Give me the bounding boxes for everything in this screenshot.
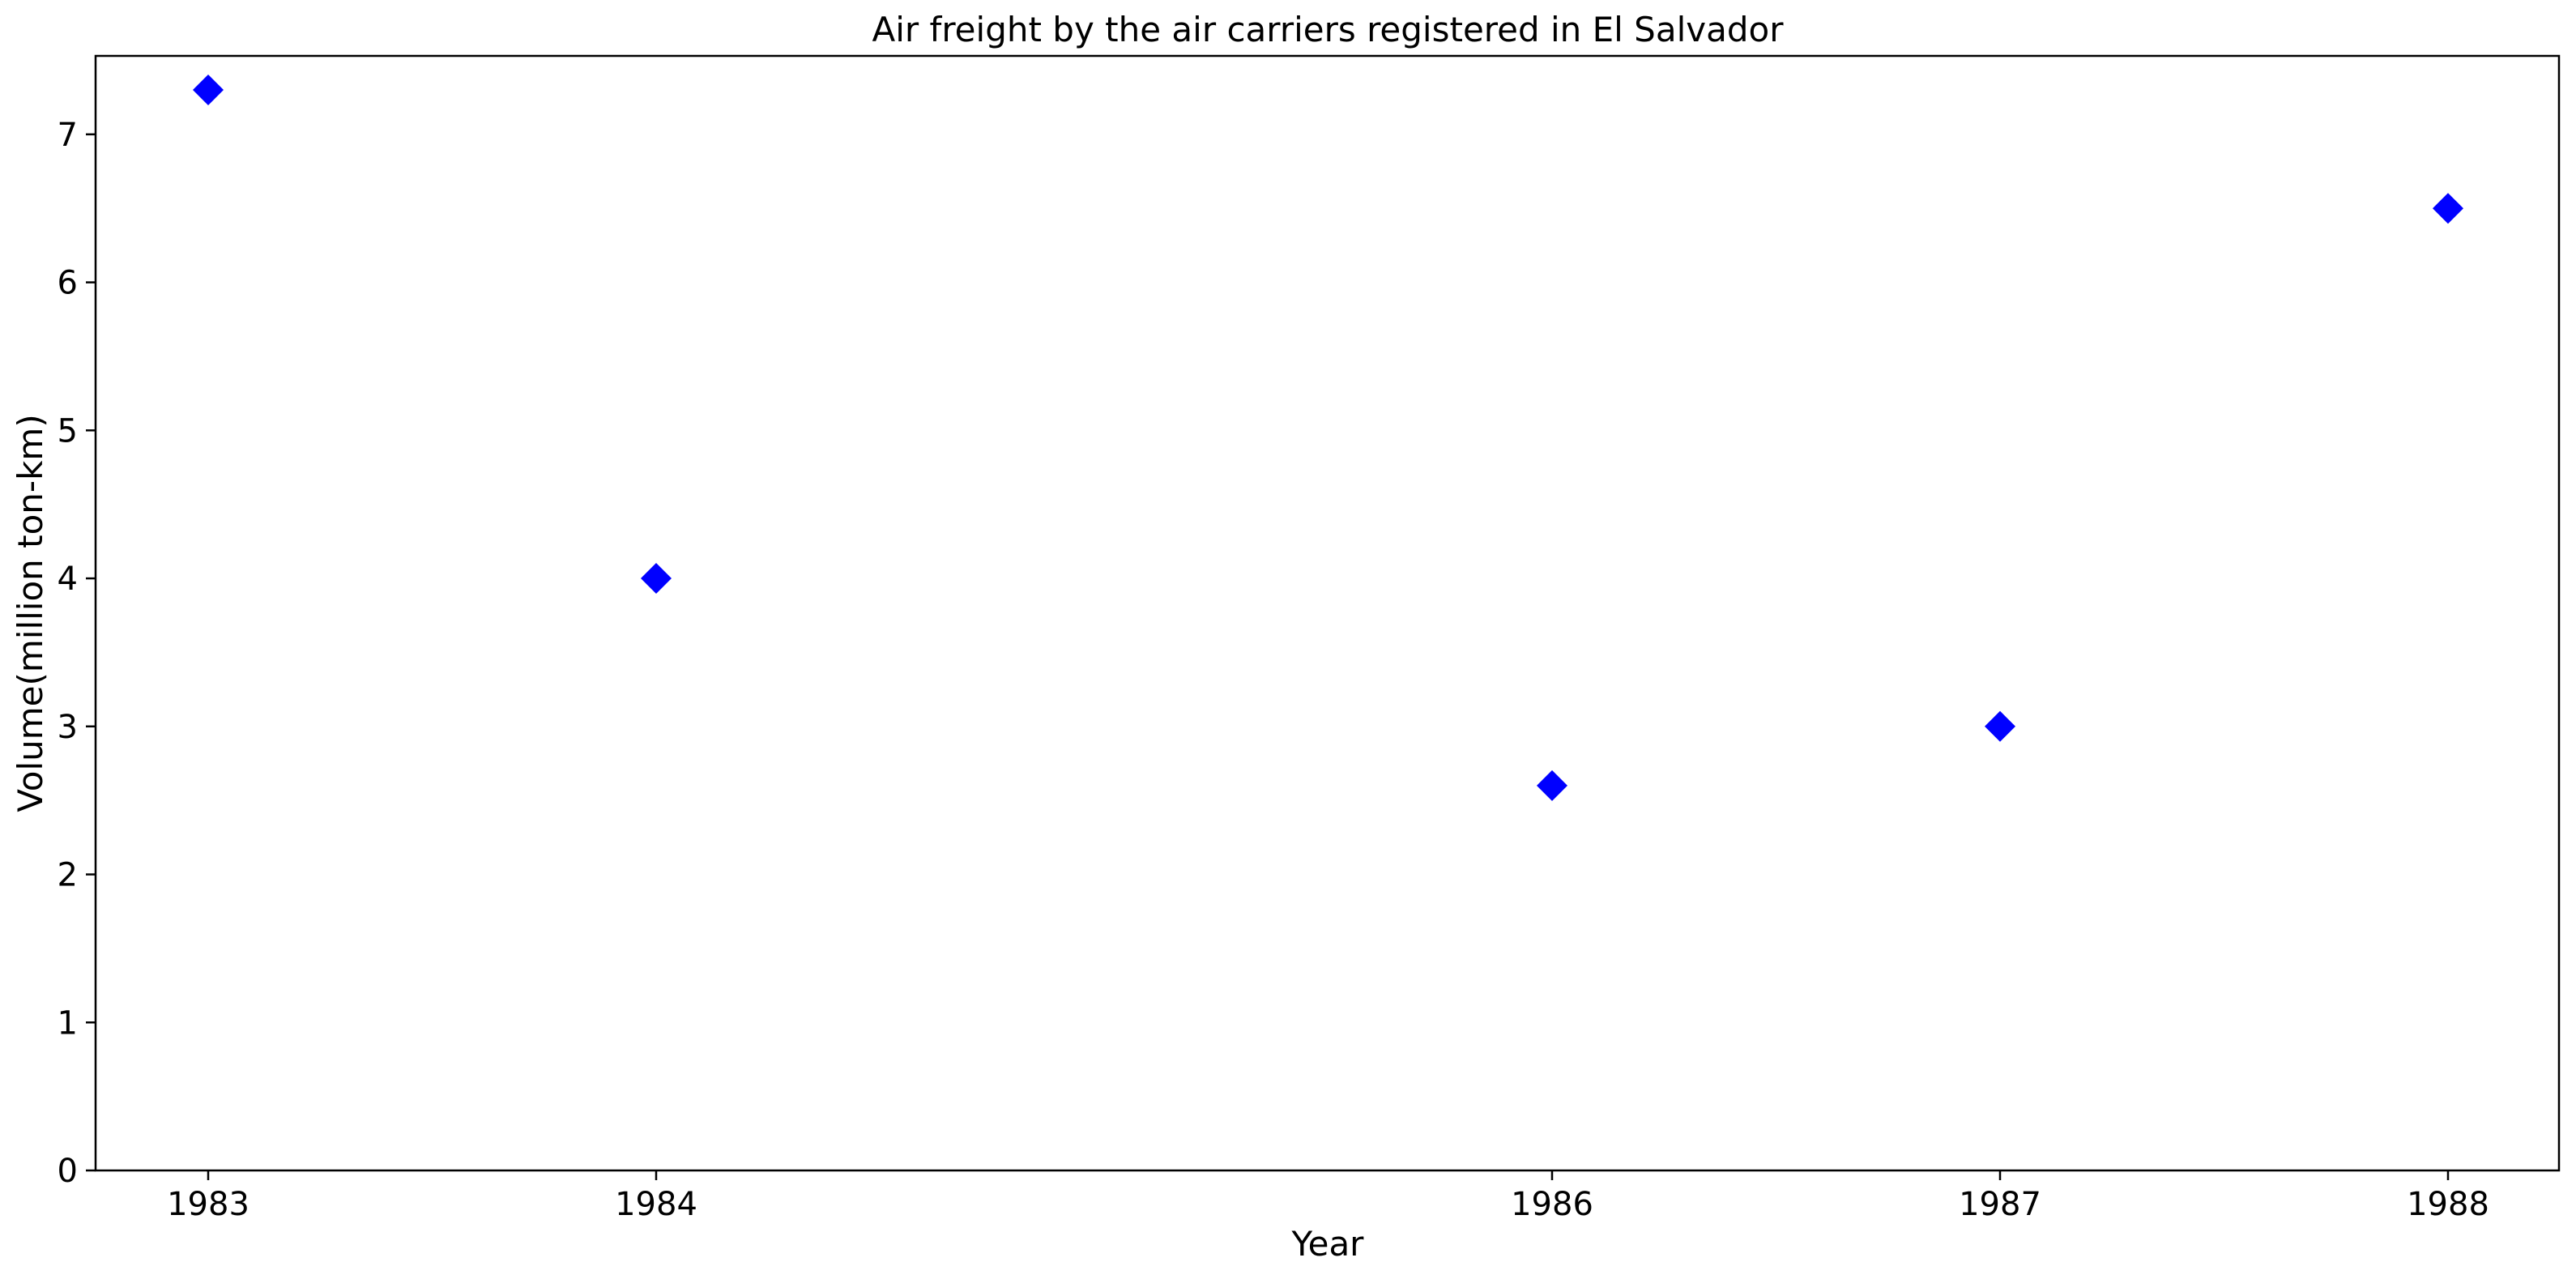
data-point-diamond <box>1985 710 2015 742</box>
y-tick-label: 3 <box>58 709 78 746</box>
data-point-diamond <box>1537 770 1567 801</box>
chart-title: Air freight by the air carriers register… <box>872 10 1785 49</box>
y-tick-label: 7 <box>58 117 78 154</box>
y-axis-ticks: 0 1 2 3 4 5 6 7 <box>58 117 96 1190</box>
x-tick-label: 1986 <box>1511 1186 1593 1223</box>
y-axis-label: Volume(million ton-km) <box>11 414 50 812</box>
y-tick-label: 2 <box>58 857 78 894</box>
y-tick-label: 5 <box>58 412 78 450</box>
y-tick-label: 6 <box>58 265 78 302</box>
x-tick-label: 1984 <box>615 1186 697 1223</box>
data-points <box>193 75 2463 801</box>
data-point-diamond <box>2433 193 2463 224</box>
x-tick-label: 1988 <box>2407 1186 2489 1223</box>
data-point-diamond <box>641 563 672 595</box>
data-point-diamond <box>193 75 224 106</box>
x-axis-label: Year <box>1291 1224 1365 1264</box>
x-tick-label: 1983 <box>167 1186 249 1223</box>
x-axis-ticks: 1983 1984 1986 1987 1988 <box>167 1170 2489 1223</box>
y-tick-label: 1 <box>58 1004 78 1042</box>
x-tick-label: 1987 <box>1959 1186 2041 1223</box>
y-tick-label: 0 <box>58 1153 78 1190</box>
y-tick-label: 4 <box>58 561 78 598</box>
plot-area-frame <box>94 54 2561 1172</box>
